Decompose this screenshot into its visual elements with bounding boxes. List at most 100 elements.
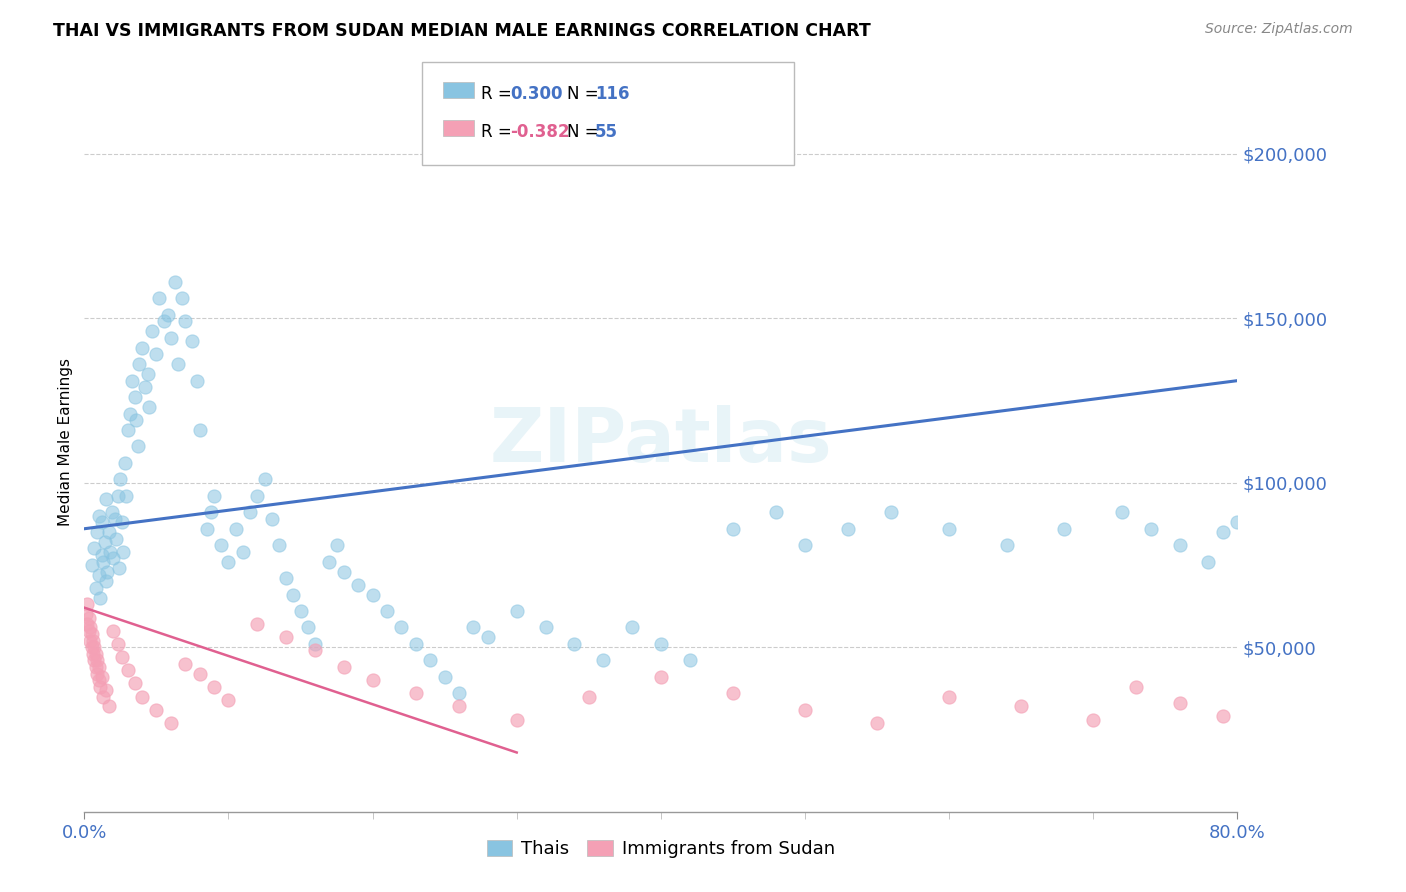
- Point: [87, 673, 110, 687]
- Point: [93, 535, 115, 549]
- Point: [94, 683, 117, 698]
- Point: [202, 680, 225, 694]
- Point: [83, 541, 105, 556]
- Point: [1284, 512, 1306, 526]
- Point: [77, 610, 100, 624]
- Point: [325, 538, 347, 552]
- Point: [84, 647, 107, 661]
- Point: [1399, 528, 1406, 542]
- Text: R =: R =: [481, 123, 517, 141]
- Point: [375, 604, 398, 618]
- Point: [1010, 699, 1032, 714]
- Point: [134, 380, 156, 394]
- Point: [75, 607, 97, 622]
- Point: [124, 676, 146, 690]
- Point: [145, 347, 167, 361]
- Point: [115, 489, 138, 503]
- Point: [318, 555, 340, 569]
- Point: [186, 374, 208, 388]
- Point: [1226, 515, 1249, 529]
- Point: [79, 620, 101, 634]
- Point: [141, 324, 163, 338]
- Point: [347, 577, 370, 591]
- Point: [94, 574, 117, 589]
- Point: [578, 690, 600, 704]
- Point: [1140, 522, 1163, 536]
- Point: [127, 440, 149, 454]
- Point: [111, 650, 134, 665]
- Point: [167, 357, 190, 371]
- Point: [174, 314, 197, 328]
- Point: [131, 690, 153, 704]
- Point: [82, 647, 104, 661]
- Point: [79, 633, 101, 648]
- Point: [124, 390, 146, 404]
- Point: [449, 686, 471, 700]
- Point: [225, 522, 247, 536]
- Text: R =: R =: [481, 85, 517, 103]
- Point: [165, 275, 187, 289]
- Point: [1168, 696, 1191, 710]
- Point: [260, 512, 283, 526]
- Point: [679, 653, 702, 667]
- Point: [534, 620, 557, 634]
- Point: [90, 515, 112, 529]
- Text: Source: ZipAtlas.com: Source: ZipAtlas.com: [1205, 22, 1353, 37]
- Point: [477, 630, 499, 644]
- Point: [76, 617, 98, 632]
- Point: [1212, 709, 1234, 723]
- Point: [97, 524, 120, 539]
- Point: [1298, 528, 1320, 542]
- Point: [721, 686, 744, 700]
- Point: [80, 558, 103, 572]
- Point: [1125, 680, 1147, 694]
- Point: [97, 699, 120, 714]
- Point: [209, 538, 232, 552]
- Point: [89, 680, 111, 694]
- Point: [333, 660, 356, 674]
- Point: [91, 555, 114, 569]
- Point: [938, 522, 960, 536]
- Point: [1313, 541, 1336, 556]
- Point: [82, 633, 104, 648]
- Point: [506, 713, 529, 727]
- Point: [283, 588, 305, 602]
- Point: [120, 407, 142, 421]
- Point: [107, 489, 129, 503]
- Point: [121, 374, 143, 388]
- Point: [84, 660, 107, 674]
- Point: [650, 670, 672, 684]
- Point: [449, 699, 471, 714]
- Point: [1270, 532, 1292, 546]
- Point: [174, 657, 197, 671]
- Point: [1371, 535, 1393, 549]
- Point: [361, 673, 384, 687]
- Point: [463, 620, 485, 634]
- Point: [156, 308, 179, 322]
- Point: [794, 703, 817, 717]
- Point: [232, 545, 254, 559]
- Point: [117, 423, 139, 437]
- Point: [721, 522, 744, 536]
- Point: [94, 492, 117, 507]
- Point: [111, 515, 134, 529]
- Text: THAI VS IMMIGRANTS FROM SUDAN MEDIAN MALE EARNINGS CORRELATION CHART: THAI VS IMMIGRANTS FROM SUDAN MEDIAN MAL…: [53, 22, 872, 40]
- Legend: Thais, Immigrants from Sudan: Thais, Immigrants from Sudan: [479, 833, 842, 865]
- Point: [136, 367, 159, 381]
- Point: [160, 715, 183, 730]
- Point: [1111, 505, 1133, 519]
- Point: [1385, 515, 1406, 529]
- Text: 55: 55: [595, 123, 617, 141]
- Point: [87, 567, 110, 582]
- Point: [125, 413, 148, 427]
- Point: [621, 620, 644, 634]
- Point: [405, 637, 427, 651]
- Point: [108, 561, 131, 575]
- Point: [80, 627, 103, 641]
- Point: [89, 591, 111, 605]
- Point: [938, 690, 960, 704]
- Point: [333, 565, 356, 579]
- Point: [304, 637, 326, 651]
- Point: [138, 400, 160, 414]
- Point: [107, 637, 129, 651]
